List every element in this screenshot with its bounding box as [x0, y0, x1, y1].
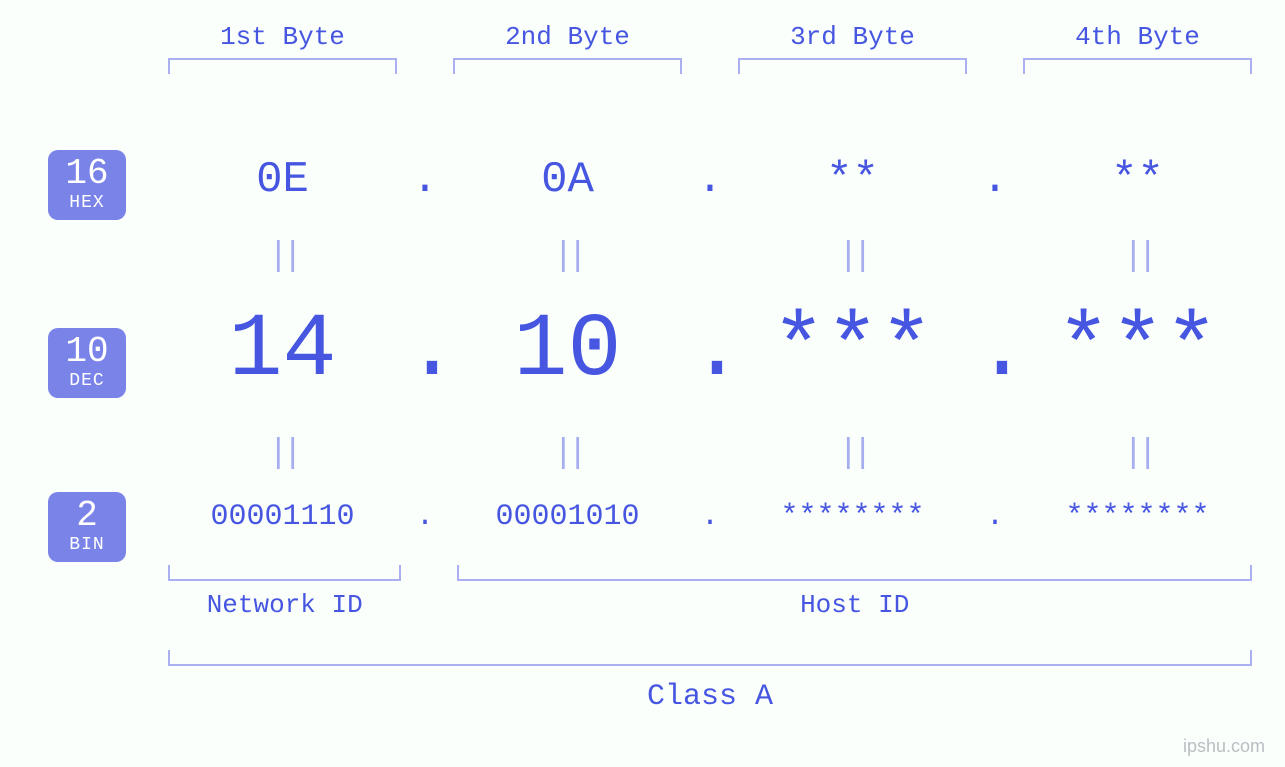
- byte-headers-row: 1st Byte 2nd Byte 3rd Byte 4th Byte: [160, 22, 1260, 52]
- dec-row: 14 . 10 . *** . ***: [160, 300, 1260, 402]
- base-label: HEX: [48, 194, 126, 212]
- dot-separator: .: [690, 155, 730, 205]
- net-host-brackets: [160, 565, 1260, 581]
- hex-byte-3: **: [730, 155, 975, 205]
- dot-separator: .: [405, 155, 445, 205]
- dot-separator: .: [975, 155, 1015, 205]
- byte-brackets-row: [160, 58, 1260, 74]
- bin-byte-2: 00001010: [445, 500, 690, 534]
- equal-row: || || || ||: [160, 435, 1260, 473]
- host-id-label: Host ID: [449, 590, 1260, 620]
- class-bracket: [160, 650, 1260, 666]
- dot-separator: .: [975, 300, 1015, 402]
- ip-breakdown-diagram: 1st Byte 2nd Byte 3rd Byte 4th Byte 16 H…: [0, 0, 1285, 767]
- base-num: 16: [48, 156, 126, 192]
- dot-separator: .: [975, 500, 1015, 534]
- equal-icon: ||: [1015, 238, 1260, 276]
- hex-byte-4: **: [1015, 155, 1260, 205]
- dec-byte-2: 10: [445, 300, 690, 402]
- base-badge-hex: 16 HEX: [48, 150, 126, 220]
- dot-separator: .: [690, 300, 730, 402]
- bin-byte-3: ********: [730, 500, 975, 534]
- hex-byte-2: 0A: [445, 155, 690, 205]
- bracket-top: [168, 58, 397, 74]
- dot-separator: .: [690, 500, 730, 534]
- base-badge-bin: 2 BIN: [48, 492, 126, 562]
- bracket-bottom: [168, 565, 401, 581]
- base-num: 10: [48, 334, 126, 370]
- byte-header-1: 1st Byte: [160, 22, 405, 52]
- bracket-bottom: [168, 650, 1252, 666]
- bracket-top: [738, 58, 967, 74]
- base-label: BIN: [48, 536, 126, 554]
- bracket-top: [453, 58, 682, 74]
- dec-byte-3: ***: [730, 300, 975, 402]
- watermark: ipshu.com: [1183, 736, 1265, 757]
- equal-icon: ||: [160, 435, 405, 473]
- equal-icon: ||: [160, 238, 405, 276]
- equal-icon: ||: [730, 435, 975, 473]
- bin-byte-1: 00001110: [160, 500, 405, 534]
- equal-icon: ||: [445, 238, 690, 276]
- base-label: DEC: [48, 372, 126, 390]
- equal-icon: ||: [730, 238, 975, 276]
- dot-separator: .: [405, 500, 445, 534]
- bracket-bottom: [457, 565, 1252, 581]
- equal-icon: ||: [1015, 435, 1260, 473]
- byte-header-4: 4th Byte: [1015, 22, 1260, 52]
- bin-byte-4: ********: [1015, 500, 1260, 534]
- base-num: 2: [48, 498, 126, 534]
- byte-header-2: 2nd Byte: [445, 22, 690, 52]
- hex-row: 0E . 0A . ** . **: [160, 155, 1260, 205]
- dot-separator: .: [405, 300, 445, 402]
- byte-header-3: 3rd Byte: [730, 22, 975, 52]
- base-badge-dec: 10 DEC: [48, 328, 126, 398]
- dec-byte-4: ***: [1015, 300, 1260, 402]
- hex-byte-1: 0E: [160, 155, 405, 205]
- net-host-labels: Network ID Host ID: [160, 590, 1260, 620]
- dec-byte-1: 14: [160, 300, 405, 402]
- bin-row: 00001110 . 00001010 . ******** . *******…: [160, 500, 1260, 534]
- equal-icon: ||: [445, 435, 690, 473]
- equal-row: || || || ||: [160, 238, 1260, 276]
- bracket-top: [1023, 58, 1252, 74]
- network-id-label: Network ID: [160, 590, 409, 620]
- class-label: Class A: [160, 680, 1260, 714]
